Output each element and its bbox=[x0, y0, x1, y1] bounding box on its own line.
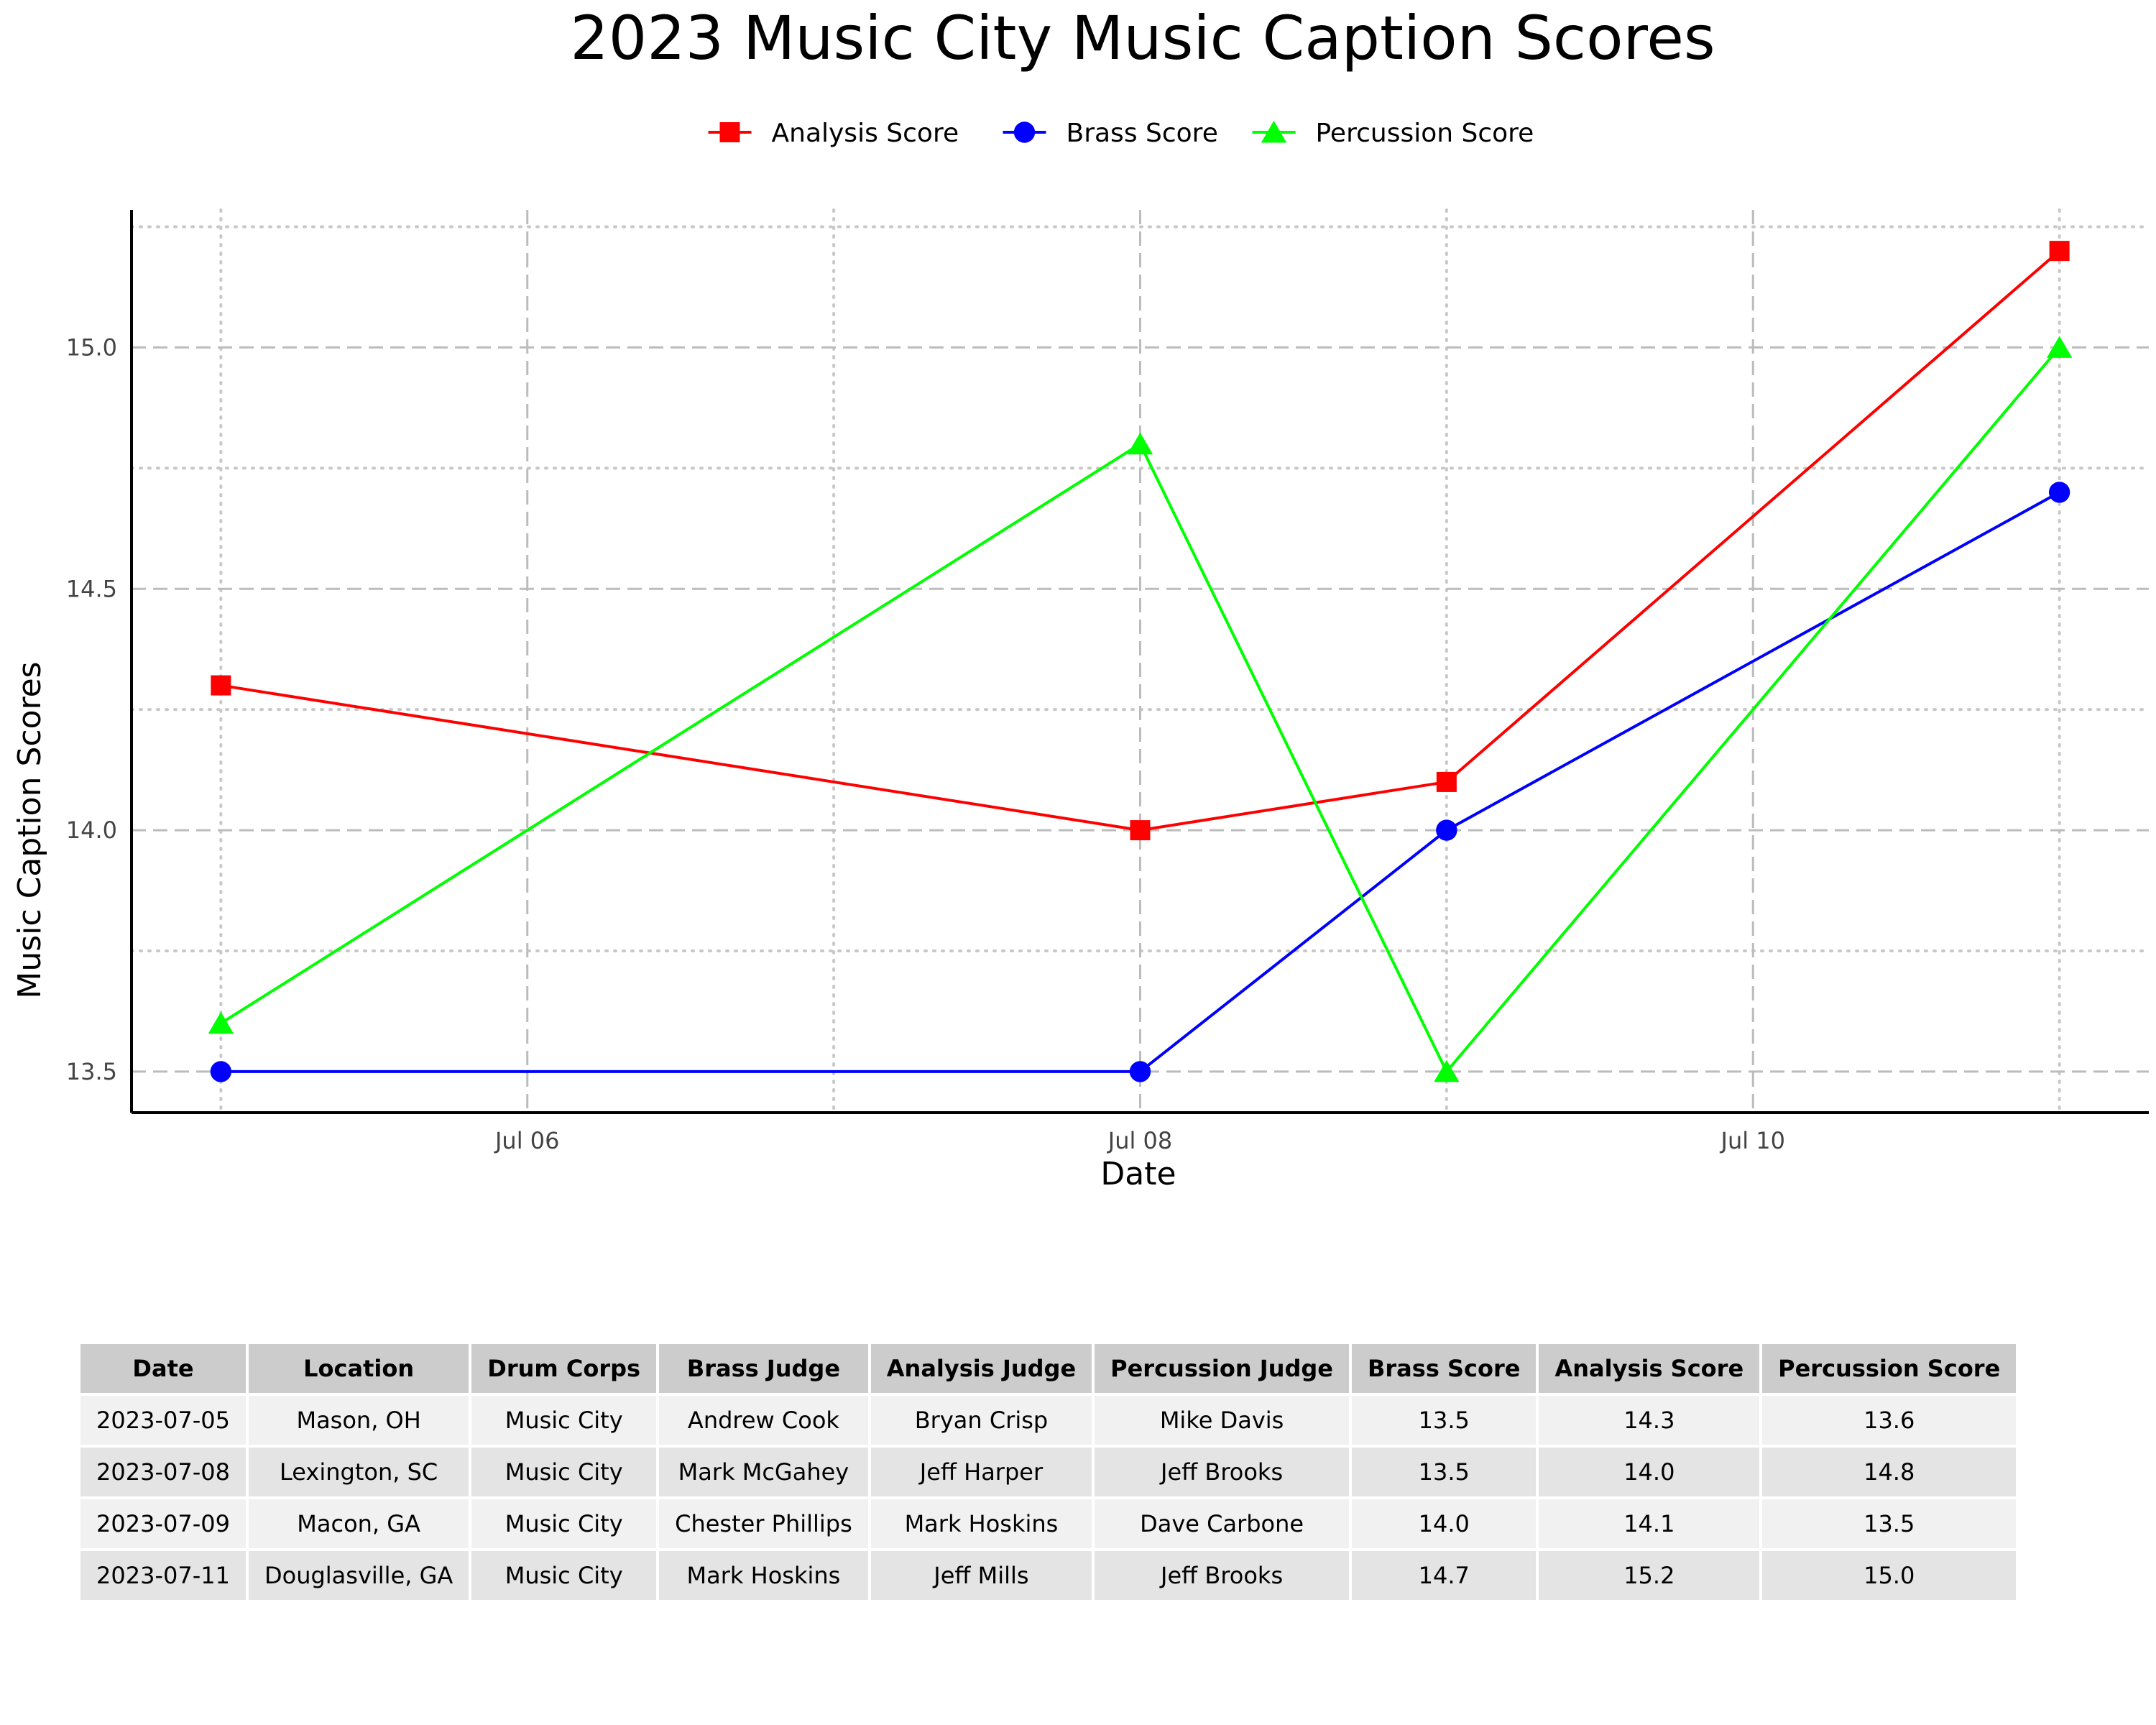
table-cell: Mark Hoskins bbox=[659, 1551, 868, 1600]
table-cell: 13.5 bbox=[1762, 1499, 2017, 1548]
table-cell: Dave Carbone bbox=[1095, 1499, 1349, 1548]
major-gridlines bbox=[132, 210, 2149, 1113]
table-cell: 13.5 bbox=[1352, 1448, 1537, 1496]
chart-title: 2023 Music City Music Caption Scores bbox=[570, 3, 1715, 73]
table-body: 2023-07-05 Mason, OH Music City Andrew Cook… bbox=[80, 1396, 2017, 1600]
analysis-score-point bbox=[211, 675, 231, 696]
table-row: 2023-07-11 Douglasville, GA Music City Mark… bbox=[80, 1551, 2017, 1600]
percussion-score-point bbox=[208, 1011, 234, 1034]
table-cell: 14.7 bbox=[1352, 1551, 1537, 1600]
minor-gridlines bbox=[130, 208, 2150, 1114]
table-header-row: Date Location Drum Corps Brass Judge Analysi… bbox=[80, 1344, 2017, 1393]
table-cell: 13.5 bbox=[1352, 1396, 1537, 1445]
table-cell: Music City bbox=[471, 1396, 657, 1445]
table-row: 2023-07-05 Mason, OH Music City Andrew Cook… bbox=[80, 1396, 2017, 1445]
legend: Analysis Score Brass Score Percussion Scor… bbox=[708, 119, 1534, 148]
line-chart: 2023 Music City Music Caption Scores Jul… bbox=[11, 3, 2150, 1192]
table-cell: Andrew Cook bbox=[659, 1396, 868, 1445]
table-cell: 15.0 bbox=[1762, 1551, 2017, 1600]
analysis-score-point bbox=[1130, 820, 1151, 841]
table-cell: 14.0 bbox=[1352, 1499, 1537, 1548]
table-header-cell: Percussion Score bbox=[1762, 1344, 2017, 1393]
table-cell: 14.0 bbox=[1539, 1448, 1760, 1496]
legend-label-brass-score: Brass Score bbox=[1067, 119, 1218, 148]
x-axis-ticks: Jul 06 Jul 08 Jul 10 bbox=[494, 1127, 1785, 1154]
table-cell: 15.2 bbox=[1539, 1551, 1760, 1600]
brass-score-point bbox=[210, 1061, 232, 1082]
table-cell: Jeff Brooks bbox=[1095, 1448, 1349, 1496]
table-header-cell: Brass Judge bbox=[659, 1344, 868, 1393]
table-cell: 14.3 bbox=[1539, 1396, 1760, 1445]
table-cell: Jeff Mills bbox=[870, 1551, 1092, 1600]
scores-table: Date Location Drum Corps Brass Judge Analysi… bbox=[78, 1341, 2019, 1603]
series-layer bbox=[208, 241, 2073, 1082]
percussion-score-point bbox=[1127, 432, 1153, 455]
table-row: 2023-07-08 Lexington, SC Music City Mark Mc… bbox=[80, 1448, 2017, 1496]
brass-score-point bbox=[1436, 819, 1457, 841]
y-axis-ticks: 13.5 14.0 14.5 15.0 bbox=[66, 334, 117, 1085]
table-cell: 2023-07-05 bbox=[80, 1396, 246, 1445]
table-cell: 2023-07-08 bbox=[80, 1448, 246, 1496]
table-cell: Jeff Brooks bbox=[1095, 1551, 1349, 1600]
legend-marker-percussion-score bbox=[1261, 120, 1287, 143]
percussion-score-line bbox=[220, 346, 2061, 1075]
brass-score-point bbox=[1129, 1061, 1151, 1082]
table-cell: Mike Davis bbox=[1095, 1396, 1349, 1445]
table-cell: Lexington, SC bbox=[248, 1448, 469, 1496]
table-cell: Music City bbox=[471, 1448, 657, 1496]
analysis-score-line bbox=[221, 249, 2060, 832]
table-header-cell: Drum Corps bbox=[471, 1344, 657, 1393]
table-cell: 2023-07-11 bbox=[80, 1551, 246, 1600]
table-cell: Music City bbox=[471, 1551, 657, 1600]
percussion-score-point bbox=[2046, 336, 2073, 358]
x-tick-label: Jul 10 bbox=[1720, 1127, 1786, 1154]
table-cell: Mark Hoskins bbox=[870, 1499, 1092, 1548]
table-cell: 14.1 bbox=[1539, 1499, 1760, 1548]
x-axis-title: Date bbox=[1100, 1156, 1176, 1192]
table-header-cell: Brass Score bbox=[1352, 1344, 1537, 1393]
x-tick-label: Jul 08 bbox=[1107, 1127, 1173, 1154]
legend-marker-brass-score bbox=[1013, 121, 1036, 143]
table-cell: Chester Phillips bbox=[659, 1499, 868, 1548]
y-tick-label: 13.5 bbox=[66, 1058, 117, 1085]
table-row: 2023-07-09 Macon, GA Music City Chester Phi… bbox=[80, 1499, 2017, 1548]
table-header-cell: Percussion Judge bbox=[1095, 1344, 1349, 1393]
axes bbox=[130, 210, 2149, 1114]
brass-score-point bbox=[2048, 482, 2070, 503]
table-cell: 13.6 bbox=[1762, 1396, 2017, 1445]
y-tick-label: 15.0 bbox=[66, 334, 117, 361]
table-cell: 2023-07-09 bbox=[80, 1499, 246, 1548]
legend-label-analysis-score: Analysis Score bbox=[772, 119, 959, 148]
analysis-score-point bbox=[1436, 771, 1457, 792]
table-cell: 14.8 bbox=[1762, 1448, 2017, 1496]
table-cell: Douglasville, GA bbox=[248, 1551, 469, 1600]
y-tick-label: 14.5 bbox=[66, 575, 117, 602]
table-cell: Music City bbox=[471, 1499, 657, 1548]
table-header-cell: Analysis Judge bbox=[870, 1344, 1092, 1393]
table-header-cell: Location bbox=[248, 1344, 469, 1393]
brass-score-line bbox=[221, 491, 2060, 1073]
y-axis-title: Music Caption Scores bbox=[11, 661, 48, 998]
percussion-score-point bbox=[1434, 1059, 1460, 1082]
x-tick-label: Jul 06 bbox=[494, 1127, 560, 1154]
analysis-score-point bbox=[2049, 241, 2070, 262]
table-cell: Mark McGahey bbox=[659, 1448, 868, 1496]
table-cell: Bryan Crisp bbox=[870, 1396, 1092, 1445]
legend-label-percussion-score: Percussion Score bbox=[1316, 119, 1534, 148]
table-header-cell: Date bbox=[80, 1344, 246, 1393]
table-cell: Macon, GA bbox=[248, 1499, 469, 1548]
table-cell: Jeff Harper bbox=[870, 1448, 1092, 1496]
legend-marker-analysis-score bbox=[719, 122, 740, 142]
y-tick-label: 14.0 bbox=[66, 816, 117, 844]
table-header-cell: Analysis Score bbox=[1539, 1344, 1760, 1393]
table-cell: Mason, OH bbox=[248, 1396, 469, 1445]
